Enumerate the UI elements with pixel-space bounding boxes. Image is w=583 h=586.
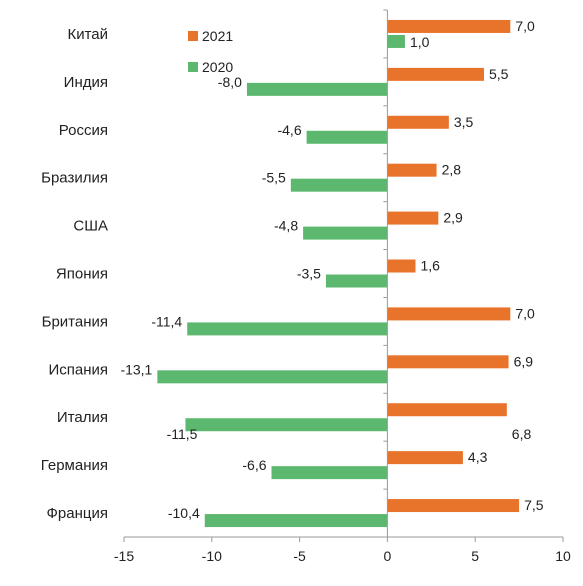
chart-legend: 2021 2020 [188, 28, 233, 75]
bar-2021 [387, 19, 511, 33]
bar-2020 [246, 82, 388, 96]
bar-2021 [387, 307, 511, 321]
bars-group [157, 19, 520, 528]
x-tick-label: -10 [202, 548, 222, 564]
category-label: Бразилия [41, 170, 108, 187]
category-label: Франция [47, 505, 108, 522]
data-label-2021: 7,0 [515, 18, 535, 34]
bar-2020 [290, 178, 388, 192]
bar-2021 [387, 163, 437, 177]
bar-2021 [387, 211, 439, 225]
bar-2020 [303, 226, 388, 240]
x-tick-label: -15 [114, 548, 134, 564]
data-label-2021: 7,5 [524, 497, 544, 513]
data-label-2020: -10,4 [168, 505, 200, 521]
bar-2021 [387, 451, 463, 465]
x-tick-label: -5 [293, 548, 306, 564]
bar-2020 [325, 274, 388, 288]
axes: -15 -10 -5 0 5 10 [114, 9, 571, 564]
bar-2020 [157, 370, 388, 384]
data-label-2020: -3,5 [297, 266, 321, 282]
data-label-2021: 4,3 [468, 449, 488, 465]
legend-label-2020: 2020 [202, 59, 233, 75]
data-label-2020: -5,5 [262, 170, 286, 186]
bar-2020 [271, 466, 388, 480]
data-label-2020: -6,6 [242, 457, 266, 473]
bar-2021 [387, 67, 484, 81]
category-label: Россия [59, 122, 108, 139]
category-label: Китай [67, 26, 108, 43]
x-tick-label: 10 [555, 548, 571, 564]
x-tick-label: 5 [471, 548, 479, 564]
value-labels: 7,0 1,0 5,5 -8,0 3,5 -4,6 2,8 -5,5 2,9 -4,8 1,6 -3,… [120, 18, 543, 521]
category-labels: Китай Индия Россия Бразилия США Япония Британи… [41, 26, 108, 522]
data-label-2021: 7,0 [515, 305, 535, 321]
legend-label-2021: 2021 [202, 28, 233, 44]
data-label-2021: 2,8 [442, 162, 462, 178]
data-label-2020: -13,1 [120, 361, 152, 377]
bar-2020 [185, 418, 388, 432]
category-label: Индия [64, 74, 108, 91]
data-label-2021: 5,5 [489, 66, 509, 82]
data-label-2020: -11,4 [151, 313, 182, 329]
category-label: США [73, 218, 108, 235]
bar-2021 [387, 355, 509, 369]
data-label-2021: 3,5 [454, 114, 474, 130]
bar-2020 [306, 130, 388, 144]
category-label: Япония [56, 266, 108, 283]
category-label: Британия [42, 313, 108, 330]
bar-2020 [387, 34, 405, 48]
bar-2021 [387, 115, 449, 129]
category-label: Италия [57, 409, 108, 426]
legend-swatch-2020 [188, 62, 198, 72]
data-label-2021: 6,9 [514, 353, 534, 369]
data-label-2020: 1,0 [410, 34, 430, 50]
legend-swatch-2021 [188, 31, 198, 41]
data-label-2021: 1,6 [420, 258, 440, 274]
data-label-2020: -8,0 [218, 74, 242, 90]
category-label: Испания [48, 361, 108, 378]
x-tick-label: 0 [384, 548, 392, 564]
bar-2021 [387, 403, 507, 417]
data-label-2021: 2,9 [443, 210, 463, 226]
data-label-2020: -4,6 [277, 122, 301, 138]
bar-2021 [387, 499, 520, 513]
bar-2021 [387, 259, 416, 273]
bar-2020 [204, 514, 388, 528]
data-label-2020: -11,5 [167, 426, 198, 442]
bar-2020 [187, 322, 388, 336]
data-label-2020: -4,8 [274, 218, 298, 234]
category-label: Германия [41, 457, 108, 474]
data-label-2021: 6,8 [512, 426, 532, 442]
